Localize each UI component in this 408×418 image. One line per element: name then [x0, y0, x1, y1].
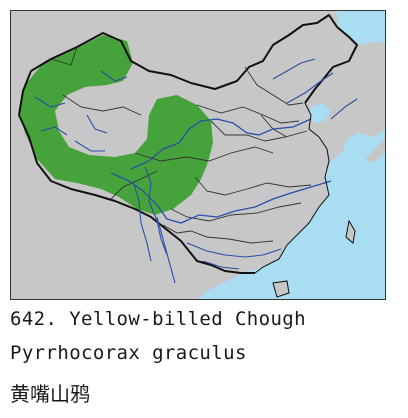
china-border: [18, 14, 358, 274]
caption-latin-name: Pyrrhocorax graculus: [10, 342, 247, 364]
west-border: [18, 70, 32, 116]
west-rivers: [34, 70, 176, 284]
hainan-island: [272, 280, 290, 298]
yangtze-river: [110, 172, 332, 224]
yellow-river: [130, 118, 312, 170]
caption-title: 642. Yellow-billed Chough: [10, 308, 306, 330]
coastline: [254, 102, 330, 274]
taiwan-island: [345, 219, 356, 244]
range-map: [10, 10, 386, 300]
caption-chinese-name: 黄嘴山鸦: [10, 382, 90, 406]
south-rivers: [186, 58, 358, 270]
bohai-sea: [309, 103, 331, 123]
korea-land: [349, 45, 381, 115]
japan-land: [365, 137, 385, 163]
range-area: [19, 35, 213, 215]
